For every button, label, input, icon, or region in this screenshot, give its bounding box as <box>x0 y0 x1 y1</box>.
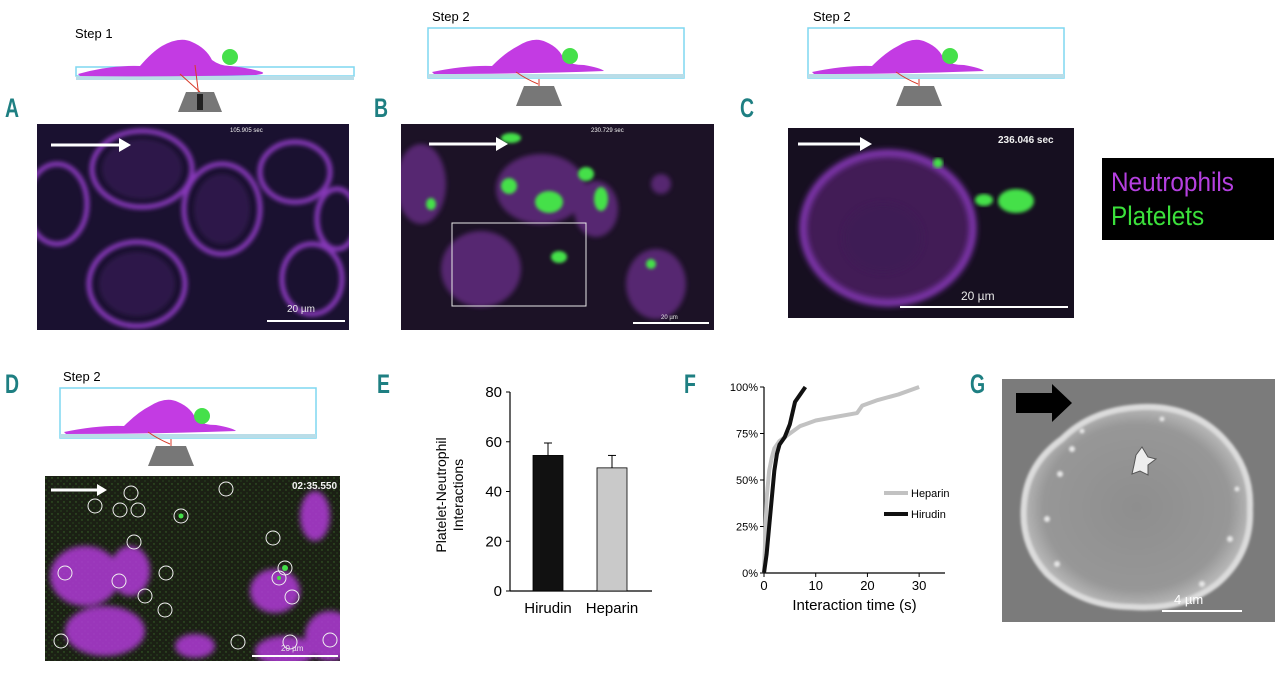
series-line-heparin <box>762 385 920 574</box>
y-axis-label-line1: Platelet-Neutrophil <box>433 437 449 552</box>
step-label-d: Step 2 <box>63 369 101 384</box>
x-tick-label: Hirudin <box>524 600 572 617</box>
bar-heparin <box>596 467 628 592</box>
panel-label-d: D <box>5 369 20 399</box>
y-tick-label: 50% <box>736 475 758 487</box>
schematic-a <box>75 39 355 112</box>
bar-chart-e: 0 20 40 60 80 Hirudin Heparin Platelet-Neutroph… <box>433 384 652 617</box>
x-axis-label: Interaction time (s) <box>792 597 916 614</box>
scalebar-b <box>633 322 709 324</box>
sem-image-g: 4 µm <box>1002 379 1275 622</box>
panel-label-a: A <box>5 93 20 123</box>
cell-shape <box>812 39 984 74</box>
timestamp-b: 230.729 sec <box>591 128 624 134</box>
y-axis-label-line2: Interactions <box>450 459 466 531</box>
step-label-a: Step 1 <box>75 26 113 41</box>
micrograph-b: 230.729 sec 20 µm <box>401 124 714 330</box>
scalebar-label-g: 4 µm <box>1174 592 1204 607</box>
platelet-shape <box>562 48 578 64</box>
flow-arrow <box>1052 384 1072 422</box>
objective-icon <box>148 446 194 466</box>
micrograph-a: 105.905 sec 20 µm <box>37 124 349 330</box>
platelet-shape <box>942 48 958 64</box>
platelet-body <box>1131 446 1158 476</box>
panel-label-e: E <box>377 369 390 399</box>
micrograph-c: 236.046 sec 20 µm <box>788 128 1074 318</box>
step-label-c: Step 2 <box>813 9 851 24</box>
objective-icon <box>516 86 562 106</box>
legend-label-hirudin: Hirudin <box>911 509 946 521</box>
y-tick-label: 0% <box>742 568 758 580</box>
scalebar-label-a: 20 µm <box>287 304 315 315</box>
cell-shape <box>78 39 264 77</box>
legend-platelets: Platelets <box>1111 201 1205 231</box>
panel-label-f: F <box>684 369 696 399</box>
panel-label-c: C <box>740 93 755 123</box>
x-tick-label: 20 <box>860 578 874 593</box>
cell-shape <box>64 399 236 434</box>
y-tick-label: 25% <box>736 522 758 534</box>
platelet-shape <box>222 49 238 65</box>
series-line-hirudin <box>762 385 808 574</box>
y-tick-label: 100% <box>730 382 758 394</box>
panel-label-g: G <box>970 369 986 399</box>
panel-label-b: B <box>374 93 389 123</box>
zoom-region-box <box>451 222 587 307</box>
y-tick-label: 80 <box>485 384 502 401</box>
legend-neutrophils: Neutrophils <box>1111 167 1234 197</box>
micrograph-d: 02:35.550 20 µm <box>45 476 340 661</box>
schematic-b <box>427 27 685 106</box>
scalebar-label-d: 20 µm <box>281 644 304 653</box>
x-tick-label: 30 <box>912 578 926 593</box>
timestamp-a: 105.905 sec <box>230 128 263 134</box>
channel-legend: Neutrophils Platelets <box>1102 158 1274 240</box>
x-tick-label: 0 <box>760 578 767 593</box>
scalebar-d <box>252 655 338 657</box>
timestamp-c: 236.046 sec <box>998 135 1054 146</box>
legend-label-heparin: Heparin <box>911 488 950 500</box>
scalebar-g <box>1162 610 1242 612</box>
scalebar-a <box>267 320 345 322</box>
scalebar-label-b: 20 µm <box>661 315 678 321</box>
schematic-c <box>807 27 1065 106</box>
scalebar-label-c: 20 µm <box>961 289 995 303</box>
x-tick-label: 10 <box>808 578 822 593</box>
platelet-shape <box>194 408 210 424</box>
neutrophil-body <box>1020 403 1254 611</box>
line-chart-f: 0% 25% 50% 75% 100% 0 10 20 30 Interaction time (… <box>730 382 950 614</box>
scalebar-c <box>900 306 1068 308</box>
bar-hirudin <box>532 455 564 592</box>
x-tick-label: Heparin <box>586 600 639 617</box>
objective-icon <box>896 86 942 106</box>
y-tick-label: 0 <box>494 583 502 600</box>
y-tick-label: 40 <box>485 484 502 501</box>
y-tick-label: 60 <box>485 434 502 451</box>
y-axis-label: Platelet-Neutrophil Interactions <box>433 437 466 552</box>
y-tick-label: 75% <box>736 429 758 441</box>
y-tick-label: 20 <box>485 533 502 550</box>
step-label-b: Step 2 <box>432 9 470 24</box>
timestamp-d: 02:35.550 <box>292 481 338 492</box>
cell-shape <box>432 39 604 74</box>
schematic-d <box>59 387 317 466</box>
